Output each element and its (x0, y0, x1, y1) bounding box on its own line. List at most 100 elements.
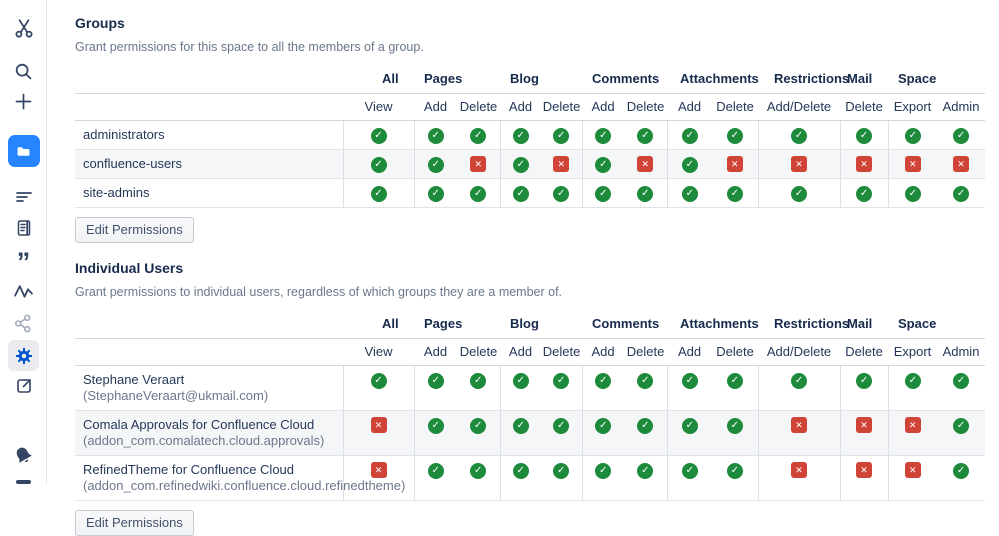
row-name-cell: RefinedTheme for Confluence Cloud (addon_… (75, 455, 406, 501)
menu-partial-icon[interactable] (16, 480, 31, 484)
permission-cell: ✓ (887, 120, 938, 150)
sidebar-item-settings[interactable] (0, 340, 47, 371)
header-spacer (75, 65, 343, 94)
permission-cell: ✓ (541, 410, 583, 456)
scissors-logo-icon[interactable] (0, 16, 47, 40)
header-attachments-add: Add (667, 93, 713, 121)
permission-granted-icon: ✓ (470, 463, 487, 479)
header-blog: Blog (500, 65, 583, 94)
header-view: View (343, 338, 414, 366)
create-plus-icon[interactable] (0, 89, 47, 113)
permission-denied-icon: ✕ (637, 156, 654, 172)
header-pages: Pages (414, 310, 500, 339)
header-spacer (75, 338, 343, 366)
permission-granted-icon: ✓ (427, 463, 444, 479)
permission-granted-icon: ✓ (470, 418, 487, 434)
permission-cell: ✓ (541, 365, 583, 411)
edit-groups-permissions-button[interactable]: Edit Permissions (75, 217, 194, 243)
permission-granted-icon: ✓ (553, 186, 570, 202)
row-name-cell: Stephane Veraart (StephaneVeraart@ukmail… (75, 365, 343, 411)
permission-granted-icon: ✓ (681, 128, 698, 144)
header-pages-delete: Delete (457, 338, 500, 366)
permission-cell: ✓ (666, 365, 713, 411)
share-icon[interactable] (0, 311, 47, 335)
permission-granted-icon: ✓ (856, 186, 873, 202)
users-section-title: Individual Users (75, 260, 184, 276)
permission-cell: ✓ (666, 178, 713, 208)
permission-cell: ✓ (457, 178, 500, 208)
permission-cell: ✓ (666, 455, 713, 501)
permission-cell: ✓ (839, 365, 889, 411)
notifications-bell-icon[interactable] (0, 443, 47, 467)
permission-cell: ✓ (342, 178, 414, 208)
permission-cell: ✕ (624, 149, 668, 179)
header-mail-delete: Delete (840, 338, 889, 366)
header-view: View (343, 93, 414, 121)
permission-granted-icon: ✓ (370, 128, 387, 144)
header-comments: Comments (582, 310, 668, 339)
permission-granted-icon: ✓ (553, 463, 570, 479)
permission-granted-icon: ✓ (470, 186, 487, 202)
table-row: Stephane Veraart (StephaneVeraart@ukmail… (75, 365, 986, 411)
content-lines-icon[interactable] (0, 186, 47, 208)
sidebar: ” (0, 0, 47, 485)
permission-granted-icon: ✓ (904, 128, 921, 144)
permission-cell: ✓ (712, 178, 759, 208)
header-comments-add: Add (582, 93, 625, 121)
header-pages: Pages (414, 65, 500, 94)
permission-denied-icon: ✕ (726, 156, 743, 172)
permission-cell: ✓ (937, 178, 986, 208)
permission-denied-icon: ✕ (791, 417, 808, 433)
permission-granted-icon: ✓ (953, 418, 970, 434)
permission-cell: ✓ (624, 178, 668, 208)
permission-granted-icon: ✓ (953, 373, 970, 389)
activity-icon[interactable] (0, 281, 47, 303)
header-attachments: Attachments (667, 310, 759, 339)
permission-granted-icon: ✓ (681, 463, 698, 479)
external-link-icon[interactable] (0, 374, 47, 398)
permission-cell: ✓ (666, 149, 713, 179)
header-attachments-add: Add (667, 338, 713, 366)
header-spacer (75, 93, 343, 121)
permission-granted-icon: ✓ (512, 186, 529, 202)
permission-granted-icon: ✓ (595, 186, 612, 202)
permission-granted-icon: ✓ (427, 186, 444, 202)
principal-name: RefinedTheme for Confluence Cloud (83, 462, 295, 477)
principal-detail: (addon_com.refinedwiki.confluence.cloud.… (83, 478, 406, 493)
table-row: confluence-users ✓ ✓ ✕ ✓ ✕ ✓ ✕ ✓ ✕ ✕ ✕ ✕ ✕ (75, 149, 986, 179)
header-space: Space (888, 310, 986, 339)
header-blog-delete: Delete (541, 338, 583, 366)
principal-name: site-admins (83, 185, 150, 200)
users-permissions-table: All Pages Blog Comments Attachments Rest… (75, 310, 986, 501)
permission-cell: ✓ (413, 455, 457, 501)
table-row: administrators ✓ ✓ ✓ ✓ ✓ ✓ ✓ ✓ ✓ ✓ ✓ ✓ ✓ (75, 120, 986, 150)
header-attachments-delete: Delete (712, 338, 759, 366)
header-mail: Mail (840, 310, 889, 339)
permission-cell: ✓ (342, 120, 414, 150)
permission-cell: ✓ (499, 120, 541, 150)
permission-cell: ✕ (839, 410, 889, 456)
permission-cell: ✓ (342, 365, 414, 411)
permission-cell: ✕ (887, 410, 938, 456)
sidebar-item-spaces[interactable] (0, 135, 47, 167)
header-mail: Mail (840, 65, 889, 94)
quotes-icon[interactable]: ” (0, 249, 47, 276)
permission-cell: ✕ (541, 149, 583, 179)
permission-granted-icon: ✓ (726, 186, 743, 202)
permission-cell: ✕ (757, 455, 841, 501)
permission-denied-icon: ✕ (370, 417, 387, 433)
permission-cell: ✓ (581, 120, 625, 150)
permission-cell: ✓ (581, 410, 625, 456)
permission-cell: ✓ (413, 410, 457, 456)
permission-cell: ✓ (499, 149, 541, 179)
header-comments: Comments (582, 65, 668, 94)
permission-granted-icon: ✓ (791, 186, 808, 202)
edit-users-permissions-button[interactable]: Edit Permissions (75, 510, 194, 536)
permission-granted-icon: ✓ (637, 128, 654, 144)
header-attachments: Attachments (667, 65, 759, 94)
header-all: All (343, 65, 414, 94)
permission-granted-icon: ✓ (681, 418, 698, 434)
search-icon[interactable] (0, 59, 47, 83)
journal-icon[interactable] (0, 217, 47, 239)
permission-denied-icon: ✕ (904, 156, 921, 172)
